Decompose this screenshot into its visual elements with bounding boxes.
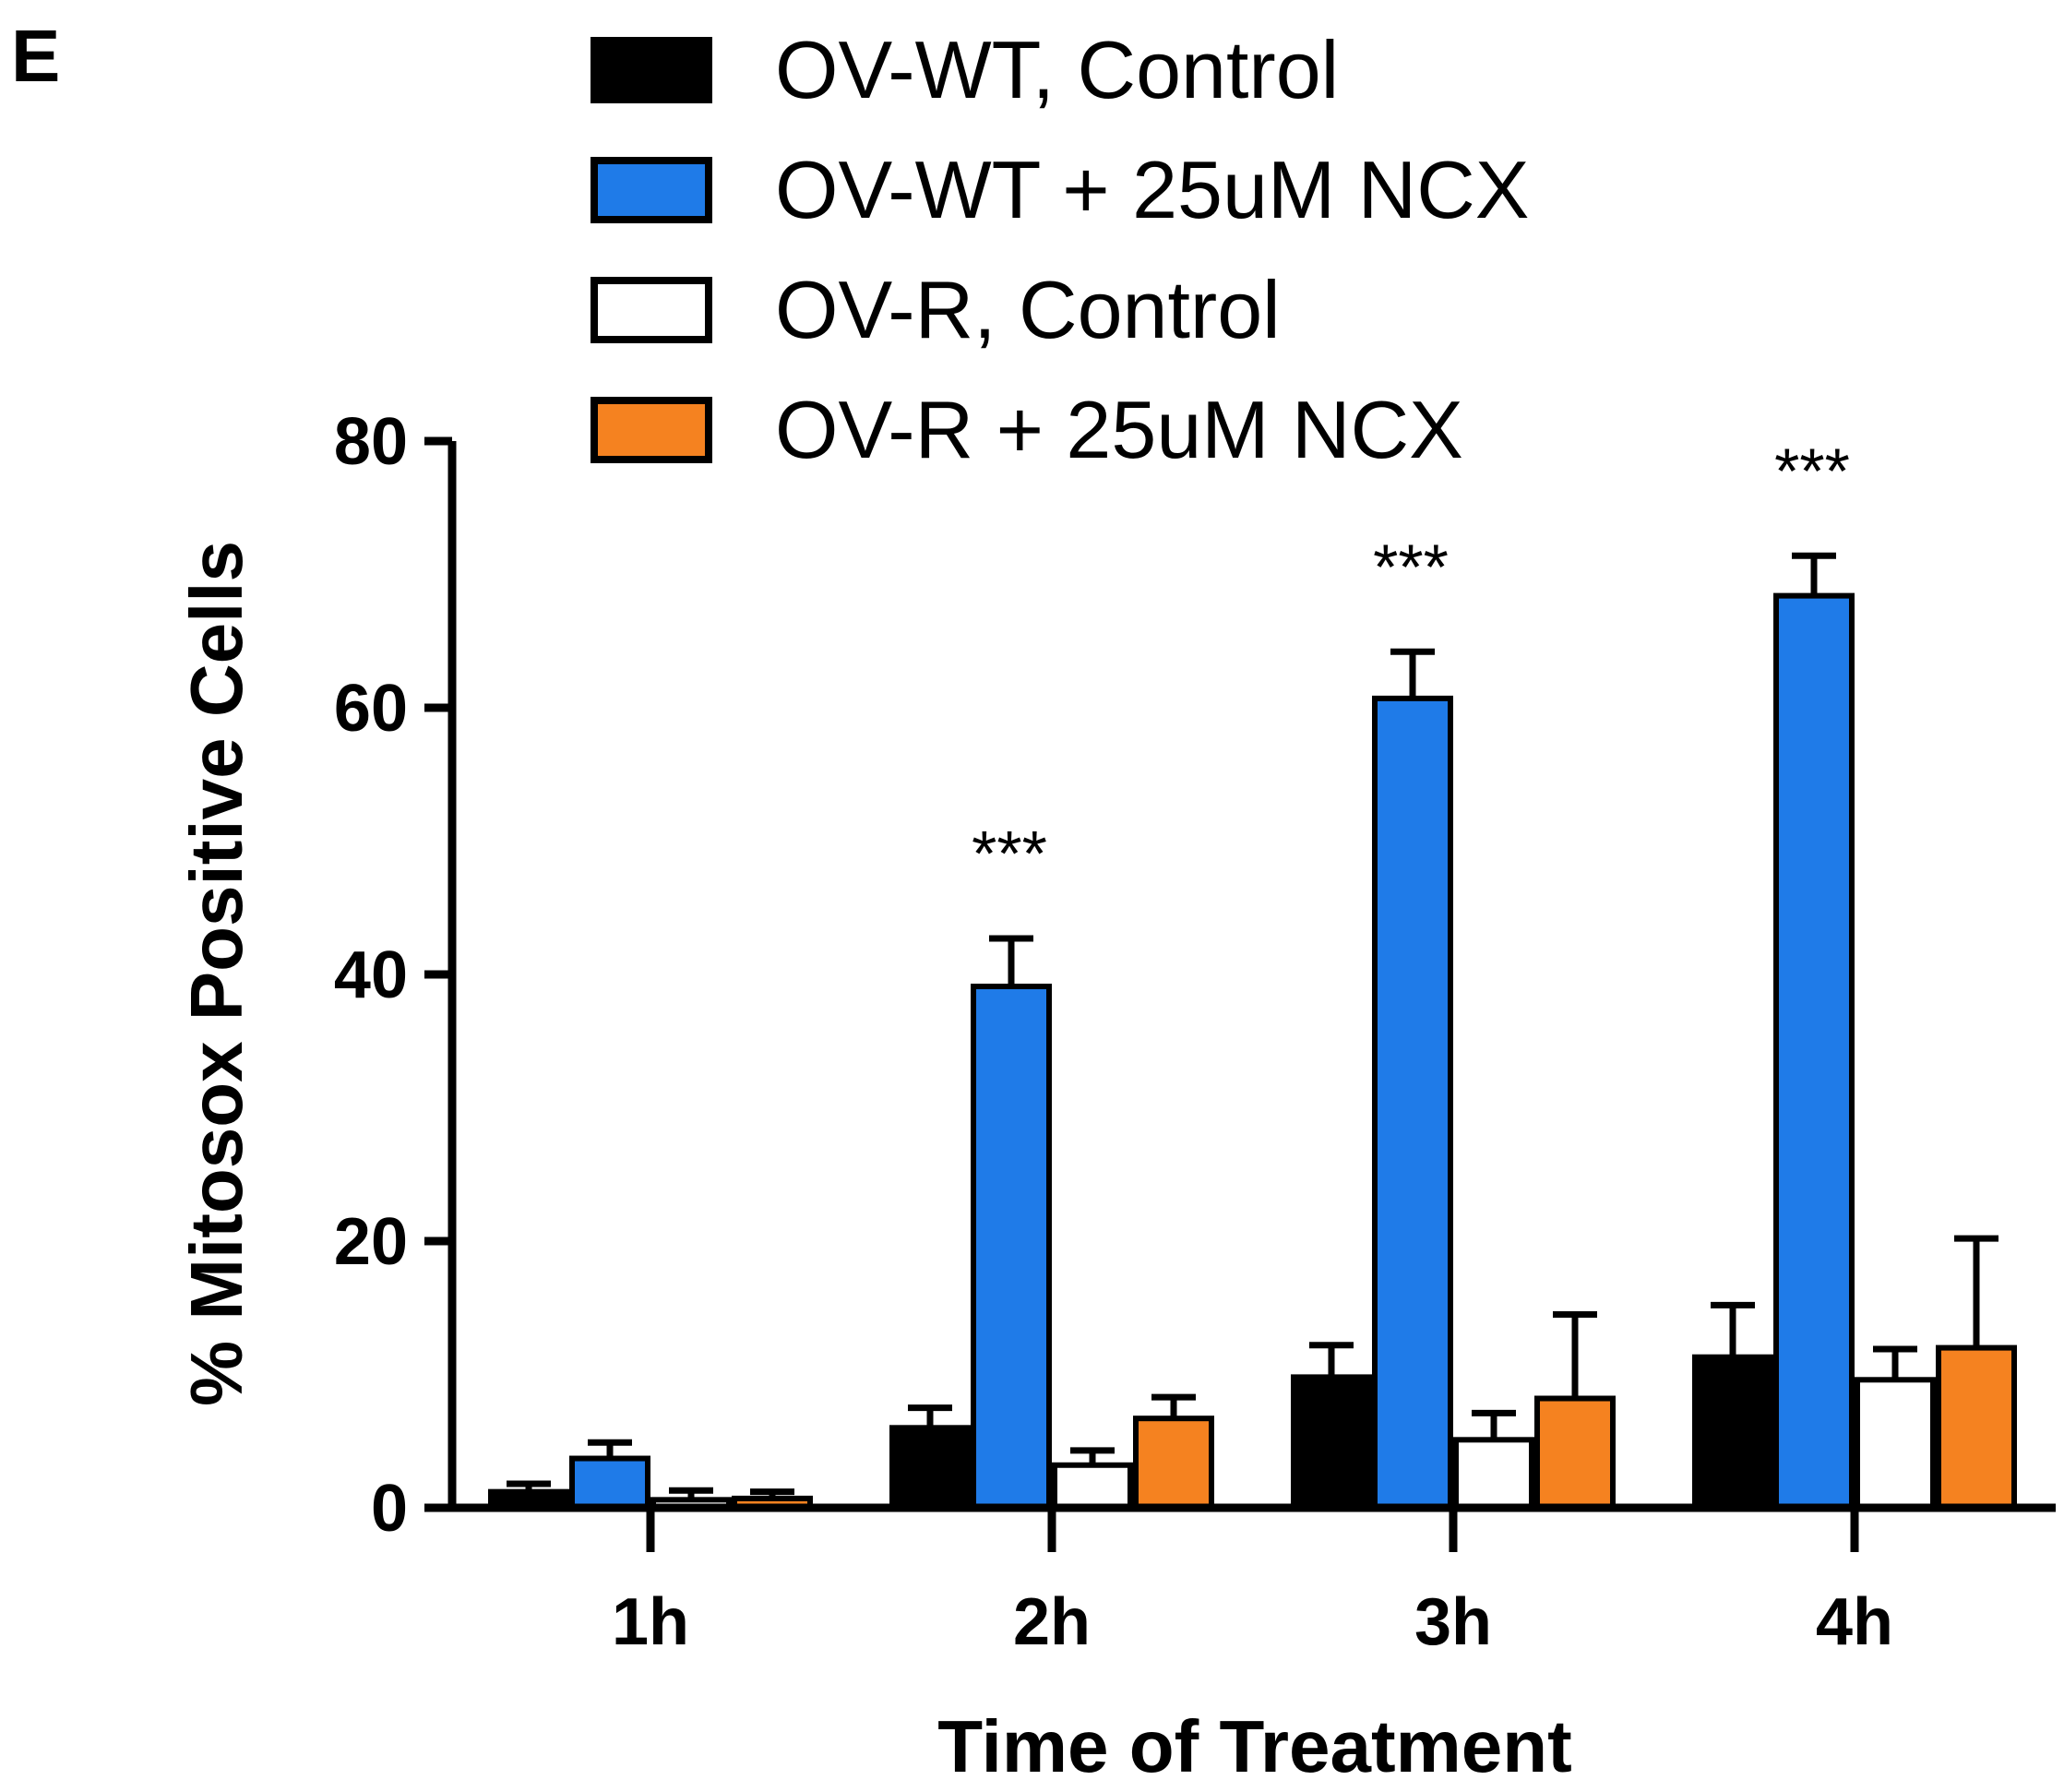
legend-swatch <box>591 397 712 463</box>
legend-swatch <box>591 37 712 103</box>
bar <box>569 1455 650 1511</box>
legend-label: OV-WT, Control <box>775 24 1339 115</box>
bar <box>1534 1395 1616 1511</box>
y-tick-label: 0 <box>371 1472 408 1546</box>
bar <box>1453 1437 1534 1511</box>
bar <box>971 984 1052 1511</box>
y-tick-label: 60 <box>334 672 408 746</box>
bar <box>1773 592 1855 1511</box>
panel-label: E <box>11 15 60 97</box>
y-tick-label: 80 <box>334 405 408 479</box>
legend-label: OV-R, Control <box>775 264 1281 355</box>
significance-label: *** <box>972 818 1047 890</box>
significance-label: *** <box>1774 435 1850 507</box>
x-tick-label: 3h <box>1414 1585 1492 1659</box>
x-tick-label: 1h <box>612 1585 689 1659</box>
bar <box>1855 1377 1936 1511</box>
y-tick-label: 20 <box>334 1205 408 1279</box>
x-tick-label: 2h <box>1013 1585 1091 1659</box>
legend-swatch <box>591 157 712 223</box>
bar <box>1291 1374 1372 1511</box>
y-tick-label: 40 <box>334 938 408 1012</box>
y-axis-title: % Mitosox Positive Cells <box>175 541 257 1406</box>
legend-label: OV-WT + 25uM NCX <box>775 144 1529 235</box>
legend: OV-WT, Control OV-WT + 25uM NCX OV-R, Cont… <box>591 24 1529 475</box>
significance-label: *** <box>1373 531 1449 603</box>
bar <box>1133 1416 1214 1511</box>
bar <box>1692 1354 1773 1511</box>
plot-area: 0 20 40 60 80 1h 2h 3h 4h *** *** *** <box>334 405 2056 1659</box>
bar <box>1936 1344 2017 1511</box>
legend-label: OV-R + 25uM NCX <box>775 384 1463 475</box>
x-tick-label: 4h <box>1816 1585 1893 1659</box>
bar <box>1052 1462 1133 1511</box>
x-axis-title: Time of Treatment <box>937 1705 1572 1787</box>
legend-swatch <box>591 277 712 343</box>
bar <box>1372 695 1453 1511</box>
bar <box>889 1425 971 1511</box>
